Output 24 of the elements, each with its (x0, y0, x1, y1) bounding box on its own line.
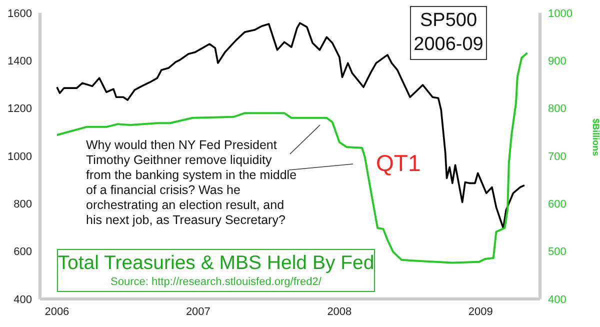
annotation: QT1 (376, 150, 421, 177)
y2-axis-title: $Billions (590, 118, 600, 156)
x-tick-label: 2009 (468, 306, 493, 318)
y2-tick-label: 800 (548, 103, 566, 116)
y2-tick-label: 600 (548, 198, 566, 211)
y-tick-label: 800 (14, 198, 32, 211)
y-tick-label: 1600 (8, 8, 32, 20)
annotation: Total Treasuries & MBS Held By Fed (57, 252, 375, 275)
y2-tick-label: 1000 (548, 8, 572, 20)
y2-tick-label: 500 (548, 246, 566, 258)
y-tick-label: 400 (14, 294, 32, 306)
y-tick-label: 1000 (8, 150, 32, 163)
annotation: Source: http://research.stlouisfed.org/fred2/ (110, 276, 322, 288)
x-tick-label: 2008 (327, 306, 352, 318)
x-tick-label: 2007 (186, 306, 210, 318)
y2-tick-label: 400 (548, 294, 566, 306)
text: SP500 2006-09 (410, 6, 487, 60)
x-tick-label: 2006 (44, 306, 70, 318)
y2-tick-label: 900 (548, 56, 566, 68)
y-tick-label: 1400 (8, 56, 32, 68)
y-tick-label: 600 (14, 246, 32, 258)
y-tick-label: 1200 (8, 103, 32, 116)
y2-tick-label: 700 (548, 150, 566, 163)
annotation: Why would then NY Fed President Timothy Geithner remove liquidity from the banking system in the middle of a financial crisis? Was he orchestrating an election result, and his next job, as Treasury Secretary? (86, 138, 298, 228)
